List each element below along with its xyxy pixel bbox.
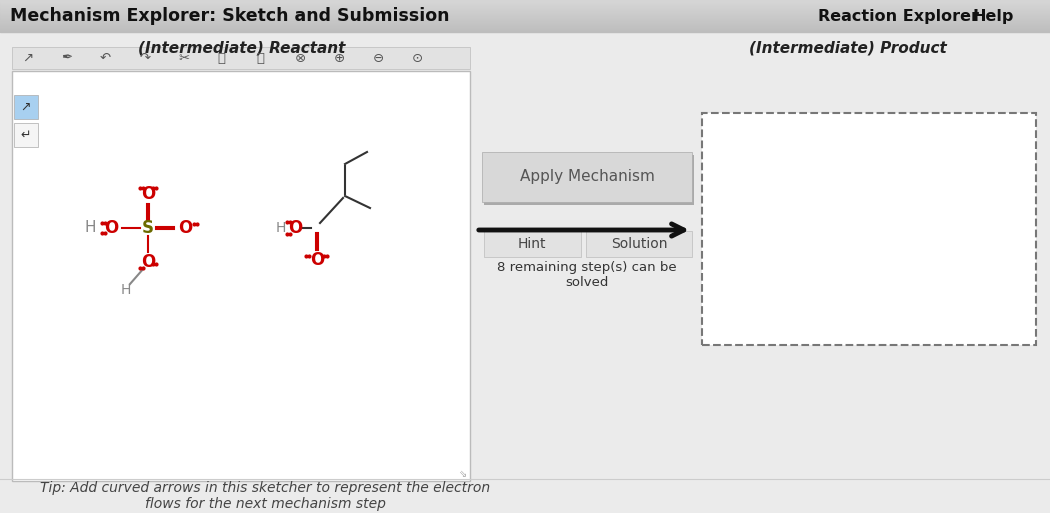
Text: Reaction Explorer: Reaction Explorer bbox=[818, 9, 979, 24]
Text: H: H bbox=[276, 221, 287, 235]
Text: ✂: ✂ bbox=[178, 51, 189, 65]
Text: S: S bbox=[142, 219, 154, 237]
Text: O: O bbox=[104, 219, 118, 237]
Text: ⊕: ⊕ bbox=[334, 51, 345, 65]
Bar bbox=[0, 27, 1050, 28]
Bar bbox=[0, 12, 1050, 13]
Bar bbox=[14, 123, 38, 147]
Text: ↗: ↗ bbox=[21, 101, 32, 113]
Text: Mechanism Explorer: Sketch and Submission: Mechanism Explorer: Sketch and Submissio… bbox=[10, 7, 449, 25]
Bar bbox=[12, 71, 470, 481]
Text: ⊗: ⊗ bbox=[295, 51, 307, 65]
Bar bbox=[0, 6, 1050, 7]
Bar bbox=[14, 95, 38, 119]
Bar bbox=[0, 20, 1050, 21]
Text: (Intermediate) Reactant: (Intermediate) Reactant bbox=[139, 41, 345, 55]
Text: ⎘: ⎘ bbox=[217, 51, 225, 65]
Bar bbox=[0, 2, 1050, 3]
Text: O: O bbox=[141, 185, 155, 203]
Text: ⇘: ⇘ bbox=[458, 469, 466, 479]
Bar bbox=[0, 7, 1050, 8]
Bar bbox=[0, 8, 1050, 9]
Text: ↗: ↗ bbox=[22, 51, 34, 65]
Bar bbox=[0, 3, 1050, 4]
Bar bbox=[0, 19, 1050, 20]
Text: ↶: ↶ bbox=[100, 51, 111, 65]
Bar bbox=[0, 0, 1050, 1]
Text: O: O bbox=[310, 251, 324, 269]
Bar bbox=[0, 25, 1050, 26]
Text: ⎗: ⎗ bbox=[256, 51, 264, 65]
Bar bbox=[0, 11, 1050, 12]
Text: ↵: ↵ bbox=[21, 128, 32, 142]
Text: O: O bbox=[141, 253, 155, 271]
Bar bbox=[586, 231, 692, 257]
Bar bbox=[0, 18, 1050, 19]
Text: ✒: ✒ bbox=[61, 51, 72, 65]
Text: H: H bbox=[84, 221, 96, 235]
Text: 8 remaining step(s) can be
solved: 8 remaining step(s) can be solved bbox=[498, 261, 677, 289]
Bar bbox=[0, 28, 1050, 29]
Text: ↷: ↷ bbox=[139, 51, 150, 65]
Bar bbox=[702, 113, 1036, 345]
Text: H: H bbox=[121, 283, 131, 297]
Text: (Intermediate) Product: (Intermediate) Product bbox=[749, 41, 947, 55]
Bar bbox=[0, 15, 1050, 16]
Bar bbox=[0, 31, 1050, 32]
Bar bbox=[0, 29, 1050, 30]
Bar bbox=[0, 21, 1050, 22]
Text: ⊙: ⊙ bbox=[412, 51, 423, 65]
Bar bbox=[0, 23, 1050, 24]
Bar bbox=[0, 30, 1050, 31]
Bar bbox=[0, 16, 1050, 17]
Bar bbox=[12, 47, 470, 69]
Bar bbox=[0, 24, 1050, 25]
Bar bbox=[0, 13, 1050, 14]
Bar bbox=[0, 5, 1050, 6]
Bar bbox=[0, 26, 1050, 27]
Bar bbox=[0, 22, 1050, 23]
Bar bbox=[0, 10, 1050, 11]
Text: Apply Mechanism: Apply Mechanism bbox=[520, 168, 654, 184]
Text: O: O bbox=[177, 219, 192, 237]
Text: Help: Help bbox=[972, 9, 1013, 24]
Text: O: O bbox=[288, 219, 302, 237]
Bar bbox=[0, 9, 1050, 10]
Text: ⊖: ⊖ bbox=[373, 51, 384, 65]
Bar bbox=[484, 231, 581, 257]
Bar bbox=[0, 4, 1050, 5]
Text: Solution: Solution bbox=[611, 237, 667, 251]
Bar bbox=[482, 152, 692, 202]
Text: Hint: Hint bbox=[518, 237, 546, 251]
Bar bbox=[0, 17, 1050, 18]
Text: Tip: Add curved arrows in this sketcher to represent the electron
flows for the : Tip: Add curved arrows in this sketcher … bbox=[40, 481, 490, 511]
Bar bbox=[0, 14, 1050, 15]
Bar bbox=[484, 155, 694, 205]
Bar bbox=[0, 1, 1050, 2]
